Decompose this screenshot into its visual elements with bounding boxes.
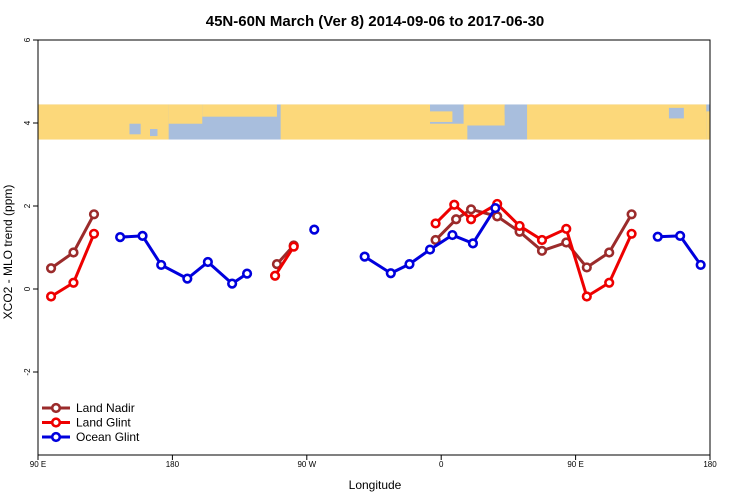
data-point-land-glint [68,277,79,288]
map-water [668,107,684,119]
legend-marker-land-glint [50,417,62,428]
y-tick-label: 6 [23,37,32,42]
map-land [38,104,169,140]
data-point-land-glint [288,241,299,252]
data-point-land-nadir [451,214,462,225]
data-point-land-glint [45,291,57,302]
series-line-land-glint [434,202,633,298]
map-water [129,123,141,135]
data-point-ocean-glint [675,230,686,241]
data-point-land-glint [514,220,525,232]
data-point-ocean-glint [404,259,415,270]
data-point-land-glint [430,218,441,229]
data-point-land-glint [561,223,572,234]
map-land [706,111,710,140]
map-land [598,125,636,140]
series-line-land-nadir [434,207,633,269]
legend-label-ocean-glint: Ocean Glint [76,430,140,444]
data-point-land-glint [269,270,281,281]
data-point-ocean-glint [359,251,370,262]
y-tick-label: 0 [23,286,32,291]
x-axis-label: Longitude [349,478,402,492]
data-point-land-glint [88,228,100,239]
data-point-land-nadir [88,209,100,220]
data-point-ocean-glint [467,238,479,249]
x-tick-label: 0 [439,460,444,469]
data-point-land-nadir [430,234,441,246]
map-land [202,104,277,117]
data-point-land-glint [581,291,592,302]
map-land [463,104,505,126]
data-point-ocean-glint [182,273,193,284]
chart-title: 45N-60N March (Ver 8) 2014-09-06 to 2017… [206,13,545,30]
x-tick-label: 90 W [297,460,316,469]
data-point-land-nadir [465,204,477,215]
data-point-ocean-glint [695,259,706,271]
data-point-land-nadir [581,262,592,273]
legend-marker-land-nadir [50,402,62,414]
y-tick-label: 2 [23,203,32,208]
y-tick-label: 4 [23,120,32,125]
data-point-land-glint [536,234,548,246]
map-land [355,123,468,140]
series-line-land-nadir [50,213,96,270]
data-point-land-glint [465,214,477,225]
data-point-land-nadir [45,263,57,274]
data-point-ocean-glint [652,231,663,242]
series-line-land-glint [273,245,295,277]
map-land [430,111,453,122]
map-water [150,129,158,137]
data-point-ocean-glint [447,229,458,241]
data-point-ocean-glint [115,232,126,243]
data-point-land-glint [626,228,637,239]
data-point-ocean-glint [156,259,167,271]
y-axis-label: XCO2 - MLO trend (ppm) [1,185,15,320]
data-point-ocean-glint [385,268,396,279]
data-point-land-nadir [492,211,503,222]
data-point-land-nadir [536,245,548,256]
map-water [209,120,236,135]
legend-marker-ocean-glint [50,431,62,443]
data-point-ocean-glint [202,256,213,268]
data-point-land-nadir [626,209,637,220]
data-point-ocean-glint [309,224,320,235]
data-point-land-nadir [68,247,79,258]
legend-label-land-nadir: Land Nadir [76,401,135,415]
x-tick-label: 180 [166,460,180,469]
data-point-land-glint [604,277,615,288]
data-point-land-nadir [271,259,283,270]
world-map-band [38,104,710,140]
data-point-ocean-glint [227,278,238,289]
x-tick-label: 90 E [30,460,46,469]
map-water [504,106,516,115]
data-point-ocean-glint [424,244,436,255]
x-tick-label: 180 [703,460,717,469]
axes: 90 E 180 90 W 0 90 E 180 -2 0 2 4 6 [23,37,717,469]
data-point-ocean-glint [137,230,148,241]
plot-frame [37,39,711,456]
y-tick-label: -2 [23,368,32,376]
data-point-ocean-glint [490,202,501,214]
series-layer [45,198,706,302]
data-point-land-glint [449,199,460,210]
legend-label-land-glint: Land Glint [76,416,131,430]
data-point-ocean-glint [241,268,253,279]
map-land [168,104,203,124]
x-tick-label: 90 E [567,460,583,469]
data-point-land-nadir [604,247,615,258]
